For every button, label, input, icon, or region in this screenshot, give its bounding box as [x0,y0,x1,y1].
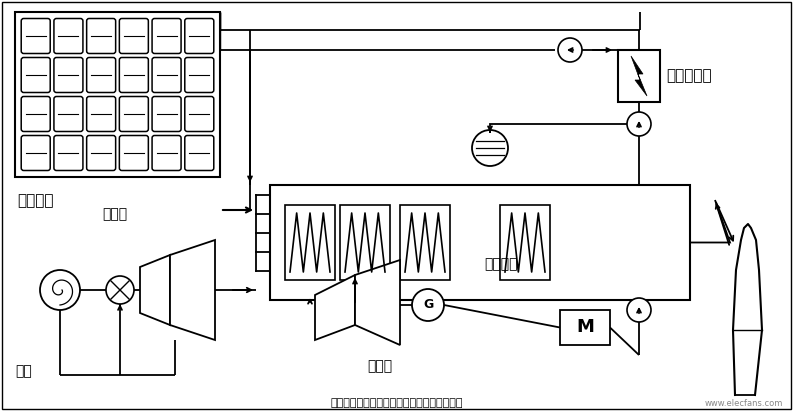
FancyBboxPatch shape [152,136,181,171]
FancyBboxPatch shape [152,58,181,93]
FancyBboxPatch shape [21,18,50,53]
Text: M: M [576,319,594,337]
Text: 汽轮机: 汽轮机 [367,359,393,373]
FancyBboxPatch shape [185,18,214,53]
FancyBboxPatch shape [185,96,214,131]
FancyBboxPatch shape [185,58,214,93]
FancyBboxPatch shape [21,136,50,171]
Text: 气轮机: 气轮机 [102,207,128,221]
Text: 蒸汽发生器: 蒸汽发生器 [666,68,711,83]
FancyBboxPatch shape [54,136,83,171]
Polygon shape [631,56,647,96]
Bar [560,310,610,345]
FancyBboxPatch shape [152,96,181,131]
Circle shape [412,289,444,321]
FancyBboxPatch shape [21,58,50,93]
FancyBboxPatch shape [120,18,148,53]
FancyBboxPatch shape [54,58,83,93]
FancyBboxPatch shape [21,96,50,131]
Circle shape [627,112,651,136]
Text: 余热锅炉: 余热锅炉 [485,257,518,271]
Bar [500,205,550,280]
Bar [400,205,450,280]
FancyBboxPatch shape [120,96,148,131]
FancyBboxPatch shape [86,96,116,131]
Bar [285,205,335,280]
Bar [340,205,390,280]
Polygon shape [140,255,170,325]
Text: www.elecfans.com: www.elecfans.com [705,399,783,408]
Bar [270,185,690,300]
Polygon shape [315,275,355,340]
Text: 集热装置: 集热装置 [17,193,53,208]
FancyBboxPatch shape [54,96,83,131]
FancyBboxPatch shape [86,58,116,93]
Polygon shape [170,240,215,340]
FancyBboxPatch shape [120,58,148,93]
Circle shape [627,298,651,322]
FancyBboxPatch shape [86,18,116,53]
Text: 燃料: 燃料 [15,364,32,378]
FancyBboxPatch shape [152,18,181,53]
Circle shape [40,270,80,310]
FancyBboxPatch shape [185,136,214,171]
Circle shape [106,276,134,304]
Bar [618,50,660,102]
Circle shape [558,38,582,62]
Circle shape [472,130,508,166]
Polygon shape [355,260,400,345]
Text: G: G [423,299,433,311]
Text: 太阳能联合循环系统的工作原理及流程示意图: 太阳能联合循环系统的工作原理及流程示意图 [330,398,463,408]
FancyBboxPatch shape [86,136,116,171]
FancyBboxPatch shape [120,136,148,171]
FancyBboxPatch shape [54,18,83,53]
Bar [15,12,220,177]
